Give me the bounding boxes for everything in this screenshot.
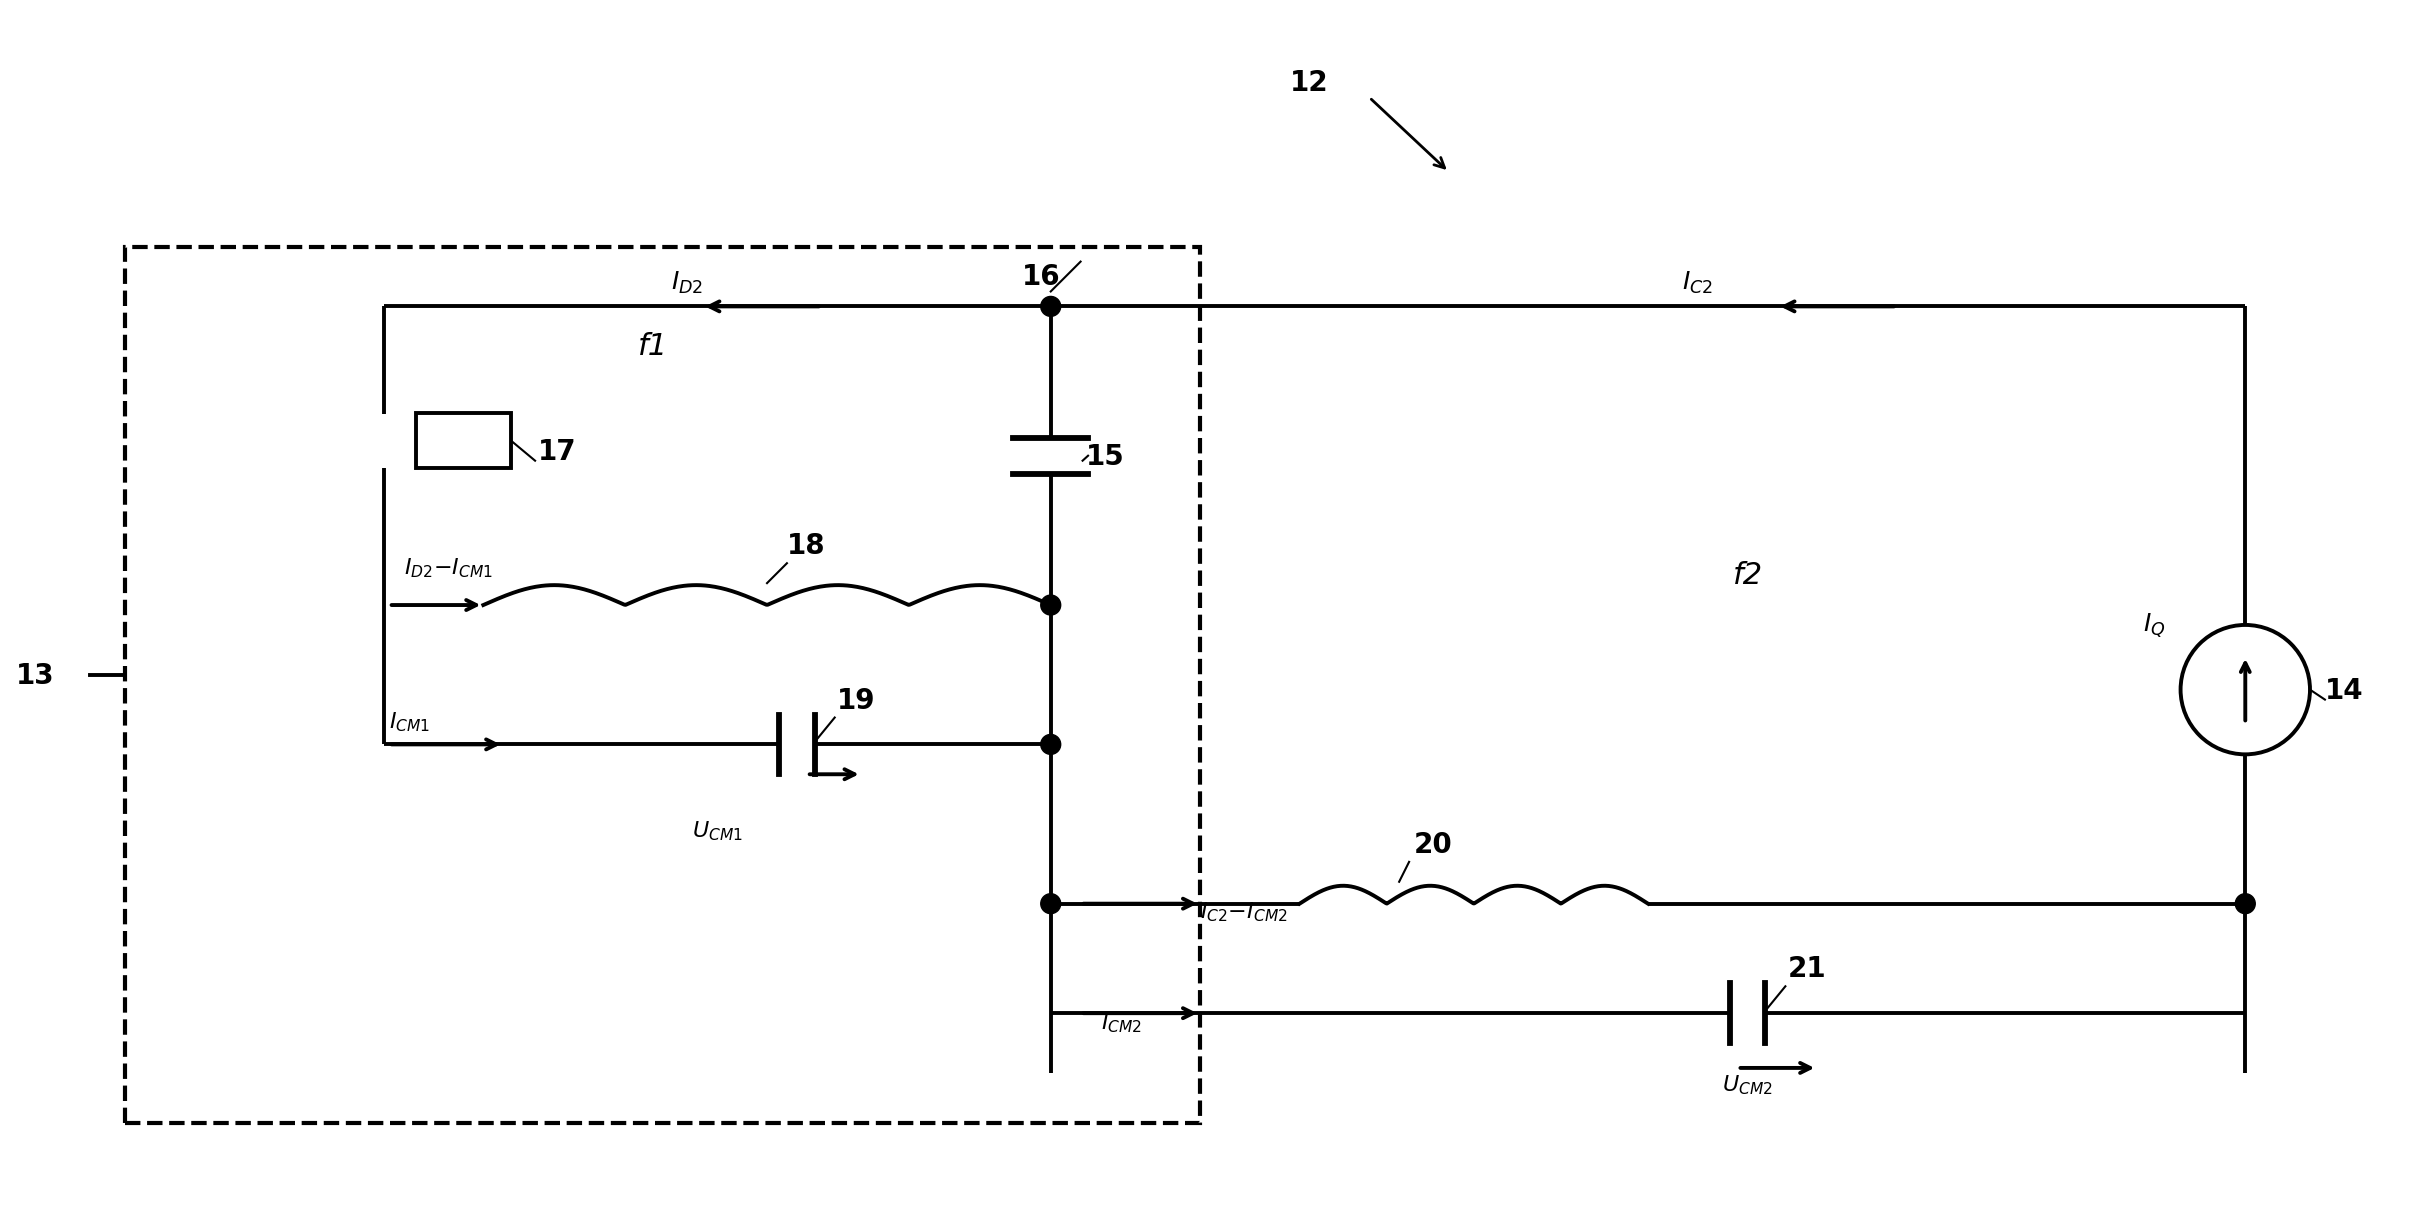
Text: 21: 21: [1787, 956, 1826, 984]
Text: f1: f1: [637, 332, 668, 360]
Circle shape: [1041, 735, 1061, 755]
Text: 18: 18: [787, 532, 826, 560]
Bar: [126, 246, 1199, 1122]
Text: 14: 14: [2325, 676, 2364, 704]
Circle shape: [1041, 296, 1061, 316]
Bar: [417, 413, 511, 468]
Text: $I_{Q}$: $I_{Q}$: [2143, 611, 2165, 639]
Circle shape: [2236, 894, 2255, 914]
Text: $I_{C2}$$-$$I_{CM2}$: $I_{C2}$$-$$I_{CM2}$: [1199, 900, 1289, 924]
Text: 16: 16: [1022, 263, 1061, 292]
Text: f2: f2: [1732, 561, 1763, 589]
Text: 15: 15: [1085, 442, 1124, 470]
Text: 20: 20: [1414, 831, 1453, 859]
Text: $I_{CM2}$: $I_{CM2}$: [1100, 1012, 1141, 1035]
Text: 13: 13: [17, 662, 56, 690]
Text: $I_{CM1}$: $I_{CM1}$: [390, 710, 431, 735]
Text: 19: 19: [836, 686, 874, 714]
Text: $I_{D2}$: $I_{D2}$: [671, 271, 702, 296]
Circle shape: [1041, 894, 1061, 914]
Text: $I_{D2}$$-$$I_{CM1}$: $I_{D2}$$-$$I_{CM1}$: [404, 556, 492, 581]
Text: $I_{C2}$: $I_{C2}$: [1683, 271, 1712, 296]
Text: 17: 17: [538, 437, 576, 466]
Text: $U_{CM2}$: $U_{CM2}$: [1722, 1073, 1773, 1096]
Text: $U_{CM1}$: $U_{CM1}$: [693, 820, 744, 843]
Text: 12: 12: [1291, 70, 1330, 97]
Circle shape: [1041, 595, 1061, 615]
